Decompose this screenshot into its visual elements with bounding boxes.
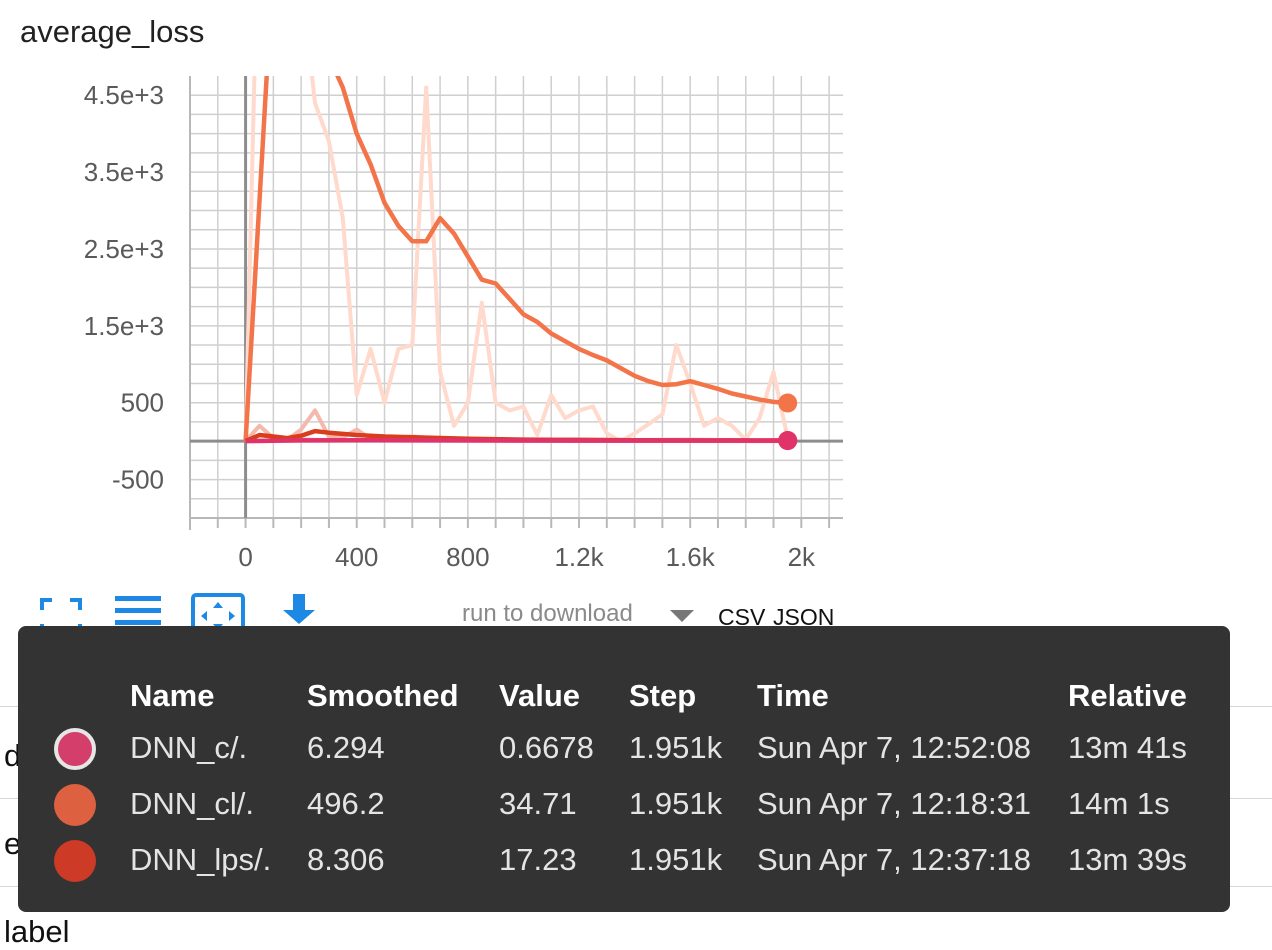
y-tick-label: 2.5e+3 [84,234,164,264]
tooltip-row: DNN_c/. 6.294 0.6678 1.951k Sun Apr 7, 1… [18,728,1230,786]
y-tick-label: 1.5e+3 [84,311,164,341]
tooltip-row: DNN_cl/. 496.2 34.71 1.951k Sun Apr 7, 1… [18,784,1230,842]
run-name: DNN_lps/. [130,842,272,877]
x-tick-label: 2k [788,542,816,572]
json-link[interactable]: JSON [773,604,835,630]
raw-value: 17.23 [499,842,577,877]
x-tick-label: 1.6k [666,542,716,572]
smoothed-series-line [245,437,788,444]
dropdown-caret-icon [670,610,694,622]
relative-value: 14m 1s [1068,786,1170,821]
time-value: Sun Apr 7, 12:18:31 [757,786,1032,821]
chart-tooltip: Name Smoothed Value Step Time Relative D… [18,626,1230,912]
csv-link[interactable]: CSV [718,604,766,630]
raw-value: 0.6678 [499,730,594,765]
y-tick-label: 4.5e+3 [84,80,164,110]
run-name: DNN_cl/. [130,786,255,821]
smoothed-value: 496.2 [307,786,385,821]
run-color-swatch [54,728,96,770]
y-tick-label: -500 [112,465,164,495]
run-name: DNN_c/. [130,730,248,765]
x-tick-label: 1.2k [554,542,604,572]
step-value: 1.951k [629,842,723,877]
header-smoothed: Smoothed [307,678,459,713]
header-time: Time [757,678,829,713]
raw-value: 34.71 [499,786,577,821]
smoothed-series-line [243,76,788,442]
plot-area [243,76,790,444]
raw-series-line [243,76,790,444]
x-tick-label: 400 [335,542,378,572]
step-value: 1.951k [629,730,723,765]
header-value: Value [499,678,580,713]
x-tick-label: 800 [446,542,489,572]
relative-value: 13m 41s [1068,730,1187,765]
run-select-label: run to download [462,600,633,627]
header-step: Step [629,678,697,713]
smoothed-value: 8.306 [307,842,385,877]
y-tick-label: 3.5e+3 [84,157,164,187]
series-endpoint-marker [778,431,798,451]
y-tick-label: 500 [121,388,164,418]
x-tick-label: 0 [238,542,252,572]
list-item[interactable]: label [4,914,70,949]
step-value: 1.951k [629,786,723,821]
run-color-swatch [54,840,96,882]
header-name: Name [130,678,215,713]
average-loss-chart[interactable]: 0 400 800 1.2k 1.6k 2k -500 500 1.5e+3 2.5e+3 3.5e… [0,60,880,580]
chart-title: average_loss [20,14,205,49]
tooltip-row: DNN_lps/. 8.306 17.23 1.951k Sun Apr 7, … [18,840,1230,898]
time-value: Sun Apr 7, 12:37:18 [757,842,1032,877]
header-relative: Relative [1068,678,1187,713]
run-color-swatch [54,784,96,826]
smoothed-value: 6.294 [307,730,385,765]
series-endpoint-marker [778,393,798,413]
time-value: Sun Apr 7, 12:52:08 [757,730,1032,765]
relative-value: 13m 39s [1068,842,1187,877]
